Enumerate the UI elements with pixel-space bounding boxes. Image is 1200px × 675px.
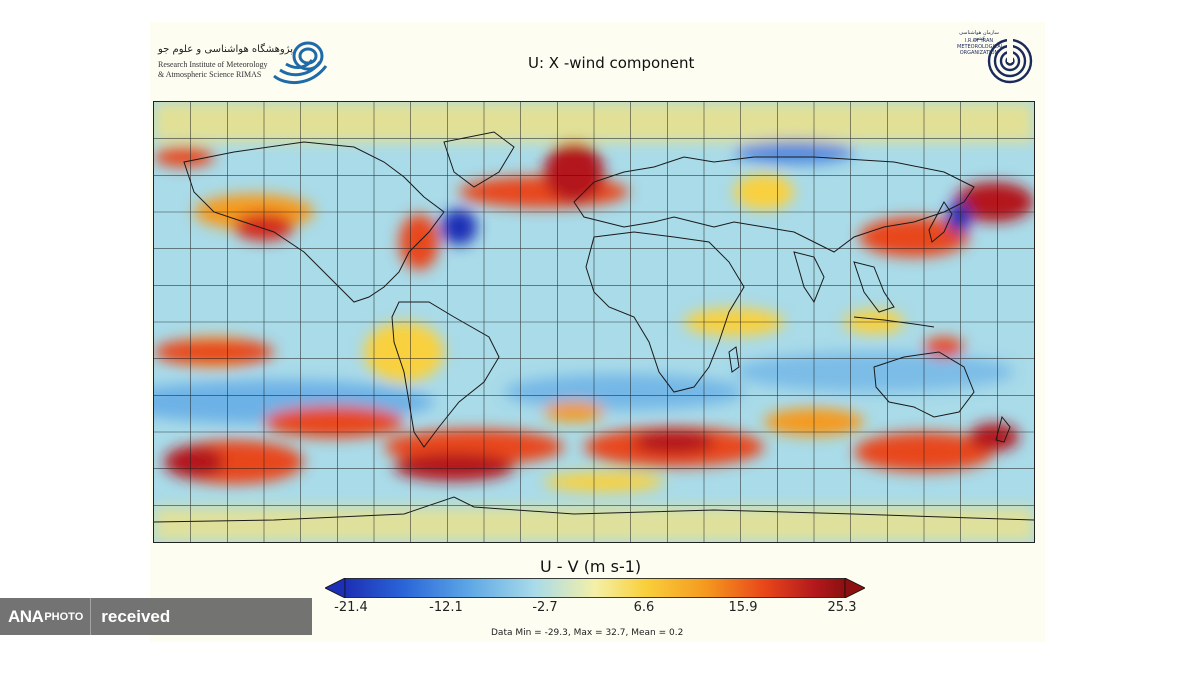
colorbar: [325, 578, 865, 598]
colorbar-tick-label: -2.7: [532, 600, 558, 615]
colorbar-tick-label: 25.3: [827, 600, 857, 615]
rimas-persian-text: پژوهشگاه هواشناسی و علوم جو: [158, 44, 294, 55]
colorbar-title: U - V (m s-1): [540, 557, 642, 576]
watermark-label: received: [101, 606, 171, 626]
ana-watermark: ANA PHOTO received: [0, 598, 312, 635]
rimas-english-line2: & Atmospheric Science RIMAS: [158, 70, 262, 79]
colorbar-max-arrow: [844, 578, 865, 598]
lat-lon-grid: [154, 102, 1034, 542]
colorbar-tick-label: 6.6: [633, 600, 655, 615]
rimas-swirl-icon: [273, 41, 328, 85]
colorbar-tick-label: -21.4: [334, 600, 368, 615]
colorbar-min-arrow: [325, 578, 346, 598]
rimas-logo: پژوهشگاه هواشناسی و علوم جو Research Ins…: [150, 36, 350, 91]
irimo-line1: سازمان هواشناسی کشور: [959, 30, 999, 42]
chart-title: U: X -wind component: [528, 54, 695, 72]
rimas-english-line1: Research Institute of Meteorology: [158, 60, 268, 69]
irimo-line2: I.R.OF IRAN: [964, 38, 994, 44]
irimo-line4: ORGANIZATION: [959, 50, 999, 56]
wind-field-svg: [154, 102, 1034, 542]
watermark-brand-sub: PHOTO: [44, 610, 84, 623]
colorbar-gradient: [344, 578, 846, 598]
irimo-line3: METEOROLOGICAL: [957, 44, 1004, 50]
data-stats: Data Min = -29.3, Max = 32.7, Mean = 0.2: [491, 628, 684, 638]
irimo-spiral-icon: [987, 38, 1033, 84]
watermark-brand: ANA: [8, 606, 44, 626]
wind-map: [153, 101, 1035, 543]
watermark-divider: [90, 598, 92, 635]
colorbar-tick-label: -12.1: [429, 600, 463, 615]
colorbar-tick-label: 15.9: [728, 600, 758, 615]
irimo-logo: سازمان هواشناسی کشور I.R.OF IRAN METEORO…: [955, 26, 1035, 90]
